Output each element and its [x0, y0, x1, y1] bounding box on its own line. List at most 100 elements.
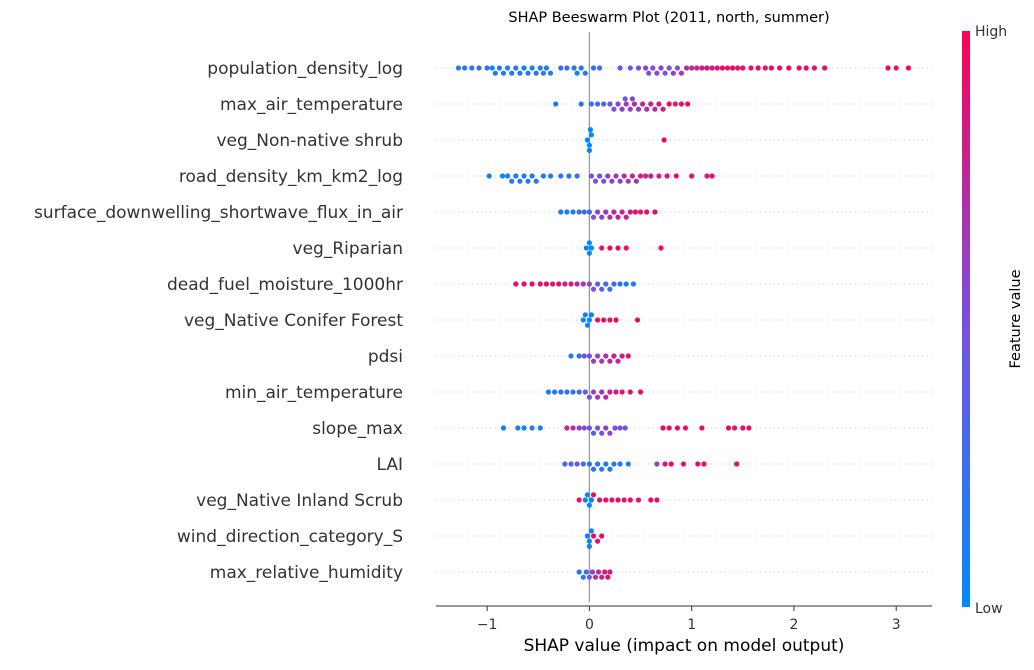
shap-point [777, 65, 783, 71]
shap-point [586, 250, 593, 256]
feature-label: road_density_km_km2_log [179, 167, 403, 187]
shap-point [637, 389, 644, 395]
shap-point [496, 65, 502, 71]
shap-point [566, 173, 572, 179]
shap-point [724, 65, 731, 71]
shap-point [586, 502, 593, 508]
shap-points [455, 65, 912, 580]
shap-point [768, 65, 775, 71]
shap-point [609, 178, 615, 184]
shap-point [611, 461, 617, 467]
shap-point [617, 65, 623, 71]
shap-point [537, 65, 543, 71]
shap-point [673, 173, 679, 179]
shap-point [709, 173, 715, 179]
shap-point [905, 65, 912, 71]
shap-point [661, 137, 667, 143]
shap-point [615, 358, 621, 364]
shap-point [619, 106, 625, 112]
shap-point [627, 209, 633, 215]
shap-point [547, 70, 554, 76]
shap-point [621, 497, 627, 503]
shap-point [521, 173, 527, 179]
shap-point [714, 65, 720, 71]
shap-point [640, 101, 646, 107]
shap-point [635, 497, 642, 503]
shap-point [584, 137, 591, 143]
shap-point [582, 497, 588, 503]
shap-point [704, 173, 710, 179]
shap-point [654, 461, 660, 467]
shap-point [607, 466, 613, 472]
shap-point [588, 497, 595, 503]
colorbar [962, 31, 970, 607]
shap-point [607, 101, 613, 107]
shap-point [574, 281, 580, 287]
shap-point [644, 209, 650, 215]
shap-point [740, 425, 746, 431]
shap-point [540, 70, 547, 76]
shap-point [590, 286, 597, 292]
shap-point [893, 65, 899, 71]
shap-point [537, 425, 543, 431]
shap-point [486, 173, 492, 179]
shap-point [588, 528, 595, 534]
shap-point [603, 497, 609, 503]
shap-point [633, 178, 640, 184]
shap-point [674, 425, 681, 431]
shap-point [755, 65, 761, 71]
shap-point [588, 101, 595, 107]
shap-point [595, 394, 601, 400]
x-tick-label: −1 [477, 617, 498, 633]
shap-point [607, 358, 613, 364]
shap-point [581, 353, 587, 359]
shap-point [803, 65, 809, 71]
feature-label: veg_Native Conifer Forest [184, 311, 403, 331]
shap-point [588, 312, 595, 318]
shap-point [601, 178, 607, 184]
shap-point [586, 240, 593, 246]
shap-point [670, 70, 676, 76]
shap-point [580, 574, 586, 580]
shap-point [796, 65, 802, 71]
shap-point [586, 394, 593, 400]
shap-point [583, 245, 589, 251]
chart-title: SHAP Beeswarm Plot (2011, north, summer) [508, 10, 829, 26]
shap-point [509, 70, 515, 76]
shap-point [605, 173, 611, 179]
shap-point [576, 497, 582, 503]
shap-point [680, 461, 687, 467]
shap-point [656, 173, 662, 179]
shap-point [588, 132, 595, 138]
shap-point [592, 574, 599, 580]
shap-point [586, 317, 593, 323]
shap-point [611, 106, 617, 112]
shap-point [603, 425, 609, 431]
shap-point [584, 533, 591, 539]
shap-point [570, 209, 576, 215]
shap-point [513, 65, 519, 71]
shap-point [500, 425, 507, 431]
shap-point [637, 173, 644, 179]
shap-point [580, 461, 586, 467]
shap-point [605, 574, 611, 580]
shap-point [550, 281, 556, 287]
shap-point [574, 461, 580, 467]
shap-point [602, 569, 608, 575]
shap-point [576, 569, 582, 575]
shap-point [635, 106, 642, 112]
shap-point [588, 245, 595, 251]
shap-point [607, 569, 613, 575]
shap-point [586, 209, 593, 215]
shap-point [621, 173, 627, 179]
shap-point [603, 461, 609, 467]
shap-point [462, 65, 468, 71]
shap-point [740, 65, 746, 71]
shap-point [607, 214, 613, 220]
shap-point [595, 101, 601, 107]
shap-point [623, 245, 629, 251]
shap-point [492, 70, 498, 76]
shap-point [632, 209, 639, 215]
shap-point [617, 461, 623, 467]
shap-point [678, 101, 685, 107]
